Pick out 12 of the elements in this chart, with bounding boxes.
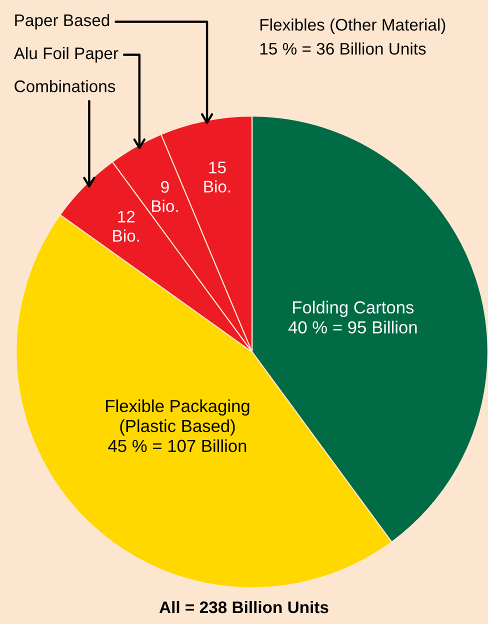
slice-label: Combinations bbox=[14, 80, 116, 92]
data-label: 40 % = 95 Billion bbox=[288, 320, 417, 334]
slice-label: Folding Cartons bbox=[293, 300, 414, 317]
data-label: 9 Bio. bbox=[152, 181, 178, 212]
slice-label: Flexible Packaging (Plastic Based) bbox=[106, 399, 250, 436]
data-label: 15 Bio. bbox=[204, 162, 230, 193]
text: Flexibles (Other Material) 15 % = 36 Billion Units bbox=[260, 18, 446, 55]
data-label: 12 Bio. bbox=[113, 210, 139, 242]
data-label: 45 % = 107 Billion bbox=[108, 439, 246, 452]
slice-label: Paper Based bbox=[15, 14, 110, 30]
slice-label: Alu Foil Paper bbox=[14, 46, 118, 63]
text: All = 238 Billion Units bbox=[159, 600, 328, 614]
